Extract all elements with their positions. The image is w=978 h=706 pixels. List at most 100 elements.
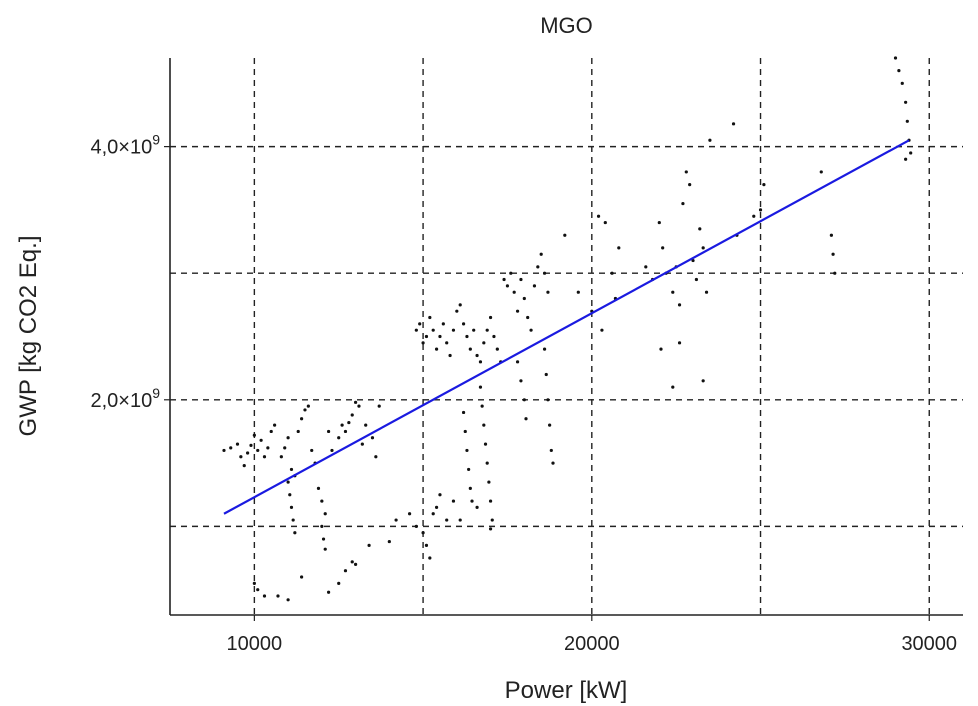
data-point [323,547,327,551]
data-point [306,404,310,408]
data-point [458,303,462,307]
y-tick-label: 2,0×109 [90,385,160,412]
data-point [468,347,472,351]
data-point [600,328,604,332]
data-point [909,151,913,155]
data-point [451,328,456,332]
data-point [509,271,513,275]
data-point [414,524,418,528]
data-point [320,499,324,503]
data-point [340,423,344,427]
data-point [465,334,469,339]
data-point [266,446,270,450]
data-point [461,410,466,415]
data-point [222,448,226,453]
data-point [532,284,537,288]
data-point [259,438,263,442]
y-tick-exponent: 9 [152,132,160,148]
data-point [262,455,267,459]
data-point [677,341,682,345]
data-point [428,315,432,320]
x-tick-label: 10000 [227,633,283,655]
data-point [512,290,516,294]
data-point [659,347,663,351]
data-point [407,512,412,516]
data-point [610,271,614,275]
data-point [394,518,398,522]
data-point [475,353,479,358]
data-point [698,227,702,231]
data-point [485,328,489,332]
data-point [708,138,712,142]
data-point [831,252,835,256]
data-point [441,322,445,326]
data-point [434,347,439,351]
data-point [671,385,675,389]
data-point [377,404,381,408]
data-point [904,100,908,104]
data-point [461,322,466,326]
data-point [276,594,280,598]
data-point [291,518,295,522]
data-point [343,429,348,434]
data-point [414,328,418,332]
data-point [235,442,240,446]
data-point [529,328,533,332]
data-point [551,461,555,465]
data-point [327,590,331,594]
scatter-points [222,56,913,602]
data-point [644,265,648,269]
data-point [546,290,550,294]
data-point [483,442,488,446]
data-point [691,258,695,263]
data-point [684,170,688,174]
data-point [758,208,763,212]
axes [169,58,963,616]
data-point [455,309,459,313]
data-point [242,464,246,468]
data-point [288,493,292,497]
data-point [343,569,348,573]
data-point [424,543,429,547]
data-point [482,341,486,345]
data-point [269,429,273,434]
data-point [350,560,354,564]
data-point [256,448,260,453]
data-point [694,277,699,282]
data-point [819,170,823,174]
data-point [451,499,456,503]
data-point [448,353,452,358]
data-point [300,417,304,421]
data-point [246,451,250,455]
data-point [478,385,483,389]
data-point [519,379,523,383]
data-point [424,334,429,339]
data-point [492,334,496,339]
x-tick-label: 20000 [564,633,620,655]
data-point [468,486,472,491]
x-axis-title: Power [kW] [505,677,628,704]
data-point [752,214,756,218]
data-point [603,220,607,225]
data-point [387,539,391,544]
data-point [289,467,294,472]
data-point [367,543,371,547]
y-tick-exponent: 9 [152,385,160,401]
data-point [488,315,493,320]
chart-title: MGO [540,13,593,38]
data-point [893,56,898,60]
data-point [661,246,665,250]
data-point [229,446,233,450]
data-point [488,527,493,531]
data-point [467,467,471,472]
data-point [544,372,548,377]
data-point [353,400,358,404]
data-point [330,448,334,453]
data-point [327,429,331,434]
data-point [303,408,307,412]
data-point [357,404,361,408]
data-point [463,429,467,434]
y-axis-title: GWP [kg CO2 Eq.] [15,236,42,437]
data-point [262,594,267,598]
